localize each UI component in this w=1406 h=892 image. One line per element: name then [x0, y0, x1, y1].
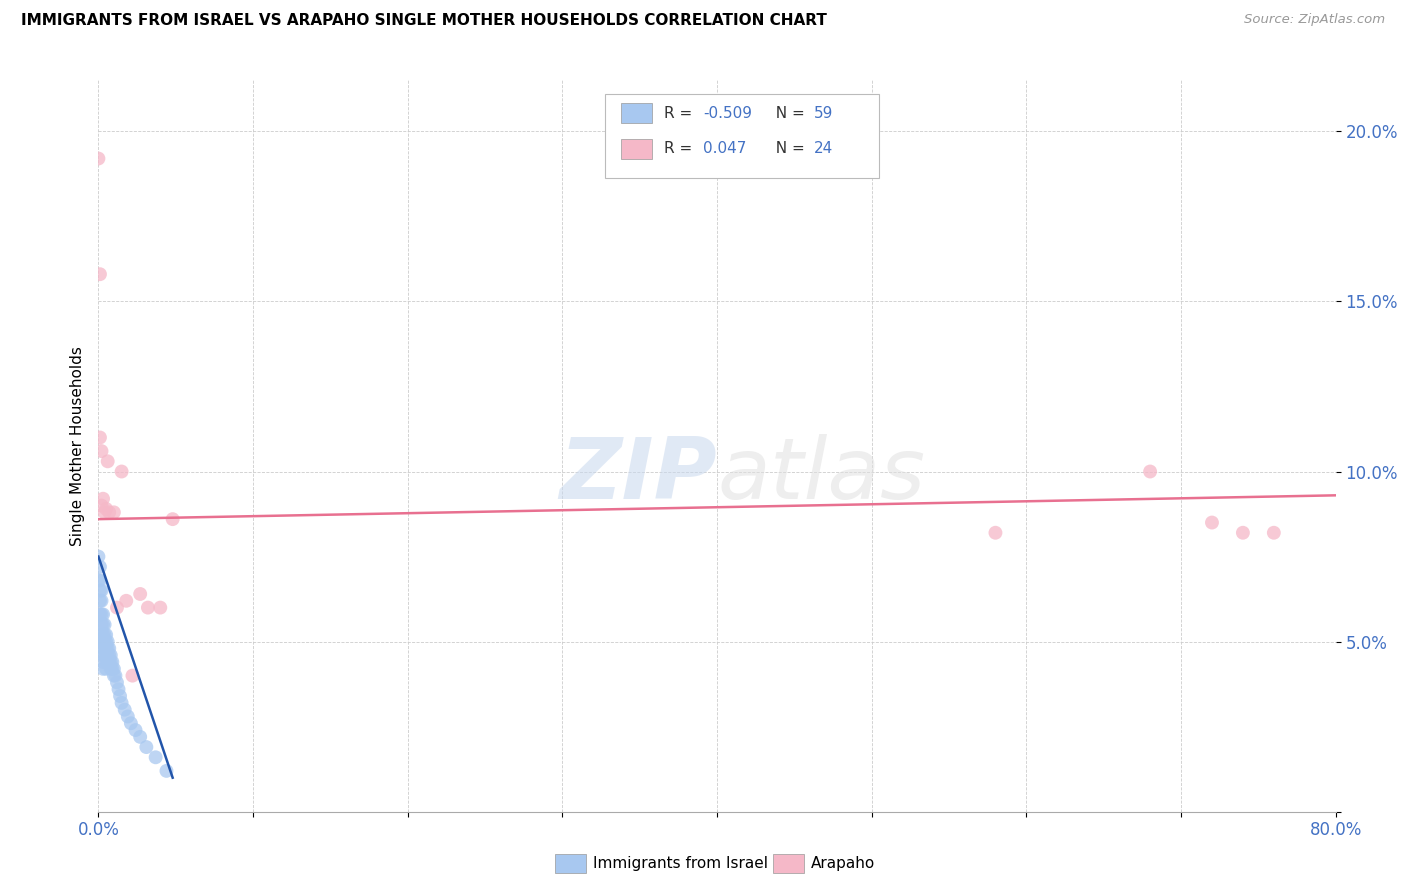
Point: [89, 574, 111, 588]
Point: [91, 662, 114, 676]
Point: [90, 607, 112, 622]
Point: [124, 723, 146, 737]
Point: [114, 703, 136, 717]
Point: [111, 696, 132, 710]
Point: [91, 655, 114, 669]
Text: Source: ZipAtlas.com: Source: ZipAtlas.com: [1244, 13, 1385, 27]
Point: [96, 662, 118, 676]
Point: [115, 594, 138, 608]
Point: [135, 740, 157, 755]
Text: R =: R =: [664, 106, 697, 120]
Point: [108, 689, 131, 703]
Point: [129, 730, 152, 744]
Point: [101, 662, 124, 676]
Point: [98, 655, 121, 669]
Point: [98, 641, 121, 656]
Point: [91, 617, 114, 632]
Point: [103, 668, 125, 682]
Point: [105, 600, 128, 615]
Point: [96, 634, 118, 648]
Text: Immigrants from Israel: Immigrants from Israel: [593, 856, 768, 871]
Text: 0.047: 0.047: [703, 142, 747, 156]
Point: [91, 634, 114, 648]
Text: IMMIGRANTS FROM ISRAEL VS ARAPAHO SINGLE MOTHER HOUSEHOLDS CORRELATION CHART: IMMIGRANTS FROM ISRAEL VS ARAPAHO SINGLE…: [21, 13, 827, 29]
Point: [103, 505, 125, 519]
Point: [89, 594, 111, 608]
Point: [91, 491, 114, 506]
Text: N =: N =: [766, 142, 810, 156]
Point: [90, 444, 112, 458]
Point: [1232, 525, 1254, 540]
Point: [97, 648, 120, 663]
Point: [89, 607, 111, 622]
Point: [162, 512, 184, 526]
Point: [90, 594, 112, 608]
Point: [98, 505, 121, 519]
Point: [96, 641, 118, 656]
Point: [93, 648, 115, 663]
Point: [91, 628, 114, 642]
Point: [89, 583, 111, 598]
Text: Arapaho: Arapaho: [811, 856, 876, 871]
Point: [87, 152, 110, 166]
Point: [90, 628, 112, 642]
Text: 59: 59: [814, 106, 834, 120]
Point: [93, 617, 115, 632]
Point: [90, 617, 112, 632]
Point: [93, 628, 115, 642]
Point: [101, 655, 124, 669]
Point: [1201, 516, 1223, 530]
Point: [100, 648, 122, 663]
Point: [97, 655, 120, 669]
Point: [89, 430, 111, 444]
Point: [145, 750, 167, 764]
Point: [129, 587, 152, 601]
Point: [91, 607, 114, 622]
Point: [100, 662, 122, 676]
Point: [96, 502, 118, 516]
Text: N =: N =: [766, 106, 810, 120]
Point: [90, 634, 112, 648]
Point: [93, 505, 115, 519]
Point: [120, 716, 142, 731]
Text: R =: R =: [664, 142, 697, 156]
Point: [111, 465, 132, 479]
Point: [100, 655, 122, 669]
Point: [103, 662, 125, 676]
Point: [121, 668, 143, 682]
Y-axis label: Single Mother Households: Single Mother Households: [69, 346, 84, 546]
Point: [90, 499, 112, 513]
Point: [93, 641, 115, 656]
Point: [96, 628, 118, 642]
Point: [1139, 465, 1161, 479]
Point: [91, 648, 114, 663]
Point: [91, 641, 114, 656]
Point: [90, 583, 112, 598]
Point: [97, 641, 120, 656]
Point: [97, 454, 120, 468]
Point: [89, 559, 111, 574]
Point: [97, 634, 120, 648]
Point: [117, 709, 139, 723]
Text: 24: 24: [814, 142, 834, 156]
Point: [98, 648, 121, 663]
Point: [155, 764, 177, 778]
Text: -0.509: -0.509: [703, 106, 752, 120]
Point: [105, 675, 128, 690]
Point: [96, 648, 118, 663]
Point: [149, 600, 172, 615]
Text: atlas: atlas: [717, 434, 925, 516]
Point: [87, 574, 110, 588]
Point: [104, 668, 127, 682]
Point: [107, 682, 129, 697]
Point: [984, 525, 1007, 540]
Point: [1263, 525, 1285, 540]
Text: ZIP: ZIP: [560, 434, 717, 516]
Point: [93, 634, 115, 648]
Point: [89, 267, 111, 281]
Point: [87, 549, 110, 564]
Point: [136, 600, 159, 615]
Point: [96, 655, 118, 669]
